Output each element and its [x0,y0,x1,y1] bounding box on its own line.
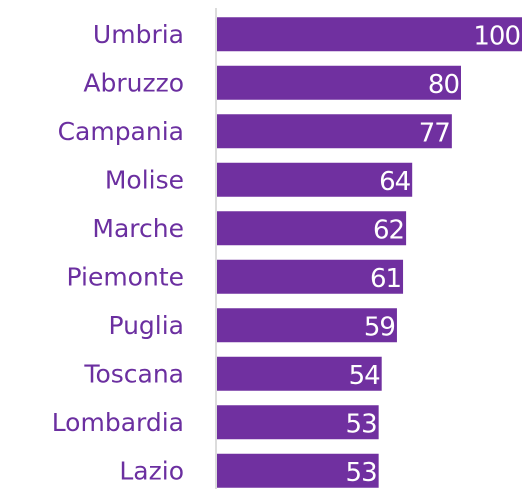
value-label: 80 [428,70,459,100]
bar [217,405,379,440]
bar [217,114,452,149]
category-label: Molise [105,165,184,194]
category-label: Campania [58,117,184,146]
category-label: Lazio [119,456,184,485]
category-label: Abruzzo [83,68,184,97]
bar [217,17,522,52]
value-label: 53 [346,409,377,439]
value-label: 59 [364,312,395,342]
bar [217,356,382,391]
value-label: 54 [349,361,381,391]
bar [217,65,461,100]
category-label: Puglia [108,311,184,340]
category-label: Piemonte [66,262,184,291]
bar [217,211,407,246]
bar [217,308,397,343]
category-label: Umbria [93,20,184,49]
category-label: Toscana [83,359,184,388]
value-label: 61 [370,264,401,294]
value-label: 64 [379,167,411,197]
value-label: 53 [346,458,377,488]
bar [217,162,413,197]
bar [217,453,379,488]
category-label: Lombardia [52,408,184,437]
bar [217,259,404,294]
value-label: 62 [373,215,404,245]
category-label: Marche [92,214,184,243]
value-label: 77 [419,118,450,148]
value-label: 100 [473,21,520,51]
